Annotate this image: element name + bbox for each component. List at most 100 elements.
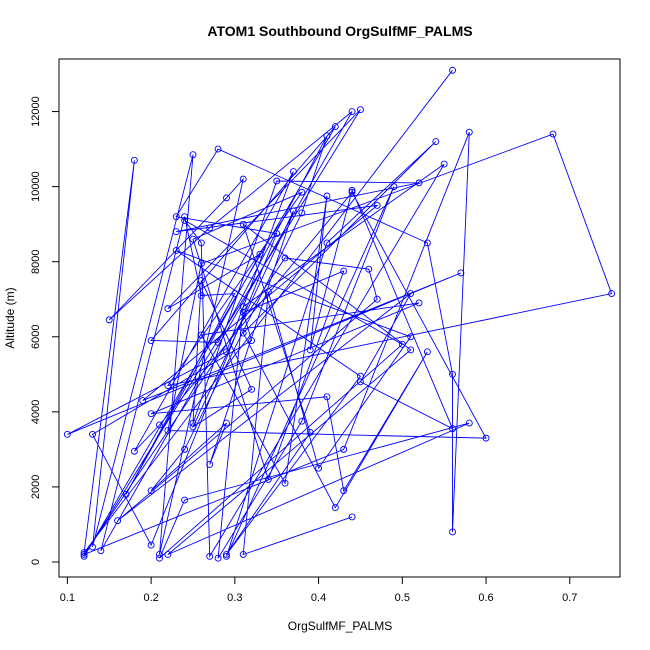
data-point	[181, 213, 189, 221]
data-point	[197, 292, 205, 299]
data-point	[449, 425, 456, 433]
data-point	[340, 445, 348, 453]
data-point	[549, 130, 557, 138]
data-point	[323, 239, 331, 247]
y-tick-label: 10000	[30, 171, 42, 202]
data-point	[281, 254, 289, 262]
x-axis-label: OrgSulfMF_PALMS	[288, 619, 392, 633]
data-point	[465, 128, 473, 136]
data-point	[172, 213, 180, 221]
data-point	[273, 230, 281, 237]
data-point	[139, 397, 147, 405]
x-tick-label: 0.1	[60, 592, 75, 604]
data-point	[147, 487, 155, 495]
data-point	[156, 554, 163, 562]
data-point	[105, 316, 113, 324]
data-point	[449, 66, 456, 74]
data-point	[298, 209, 306, 217]
data-point	[608, 290, 616, 298]
x-tick-label: 0.6	[478, 592, 493, 604]
data-point	[273, 177, 281, 185]
x-axis: 0.1 0.2 0.3 0.4 0.5 0.6 0.7	[60, 576, 577, 604]
data-point	[197, 260, 205, 268]
data-point	[181, 496, 189, 504]
x-tick-label: 0.7	[562, 592, 577, 604]
data-point	[373, 295, 381, 303]
data-point	[63, 430, 71, 438]
data-point	[156, 551, 163, 558]
data-point	[440, 160, 448, 168]
data-point	[197, 331, 205, 339]
data-point	[356, 106, 364, 114]
data-point	[348, 188, 356, 196]
chart-title: ATOM1 Southbound OrgSulfMF_PALMS	[207, 23, 472, 39]
data-point	[256, 250, 264, 258]
data-point	[130, 447, 138, 455]
data-point	[415, 179, 423, 187]
x-tick-label: 0.4	[311, 592, 326, 604]
data-point	[172, 246, 180, 254]
data-point	[80, 549, 88, 557]
data-point	[390, 183, 398, 191]
data-point	[331, 504, 339, 512]
data-point	[348, 108, 356, 116]
y-tick-label: 2000	[30, 475, 42, 499]
data-point	[231, 290, 239, 298]
data-point	[449, 370, 456, 378]
data-point	[223, 419, 230, 427]
data-point	[89, 543, 96, 551]
data-point	[172, 228, 180, 236]
data-point	[147, 410, 155, 418]
data-point	[465, 419, 473, 427]
data-point	[457, 269, 465, 277]
data-point	[348, 186, 356, 194]
data-point	[281, 479, 289, 487]
data-point	[114, 517, 122, 525]
data-point	[223, 348, 230, 356]
data-point	[248, 385, 256, 393]
data-point	[164, 427, 172, 435]
x-tick-label: 0.3	[227, 592, 242, 604]
data-point	[323, 192, 331, 200]
data-point	[206, 224, 214, 232]
data-point	[415, 299, 423, 307]
data-point	[214, 338, 222, 346]
data-point	[298, 188, 306, 196]
data-point	[80, 551, 88, 558]
data-point	[223, 551, 230, 558]
data-point	[340, 487, 348, 495]
series-line	[67, 70, 613, 559]
data-point	[239, 175, 247, 183]
data-point	[248, 337, 256, 344]
data-point	[298, 417, 306, 425]
data-point	[306, 429, 314, 436]
data-point	[398, 340, 406, 348]
data-point	[239, 329, 247, 337]
y-tick-label: 12000	[30, 96, 42, 127]
data-point	[482, 434, 490, 442]
data-point	[407, 290, 415, 298]
data-point	[239, 303, 247, 311]
data-point	[289, 168, 297, 176]
data-point	[197, 239, 205, 247]
data-point	[189, 151, 197, 159]
data-point	[164, 382, 172, 390]
data-point	[223, 194, 230, 202]
data-point	[223, 552, 230, 560]
data-point	[356, 372, 364, 380]
data-point	[122, 490, 130, 498]
data-point	[181, 445, 189, 453]
data-point	[323, 393, 331, 401]
data-point	[239, 220, 247, 228]
x-tick-label: 0.5	[395, 592, 410, 604]
data-point	[147, 541, 155, 549]
data-point	[189, 235, 197, 243]
data-point	[164, 551, 172, 558]
data-point	[197, 277, 205, 284]
data-point	[323, 132, 331, 140]
data-point	[97, 547, 105, 555]
data-point	[130, 156, 138, 164]
